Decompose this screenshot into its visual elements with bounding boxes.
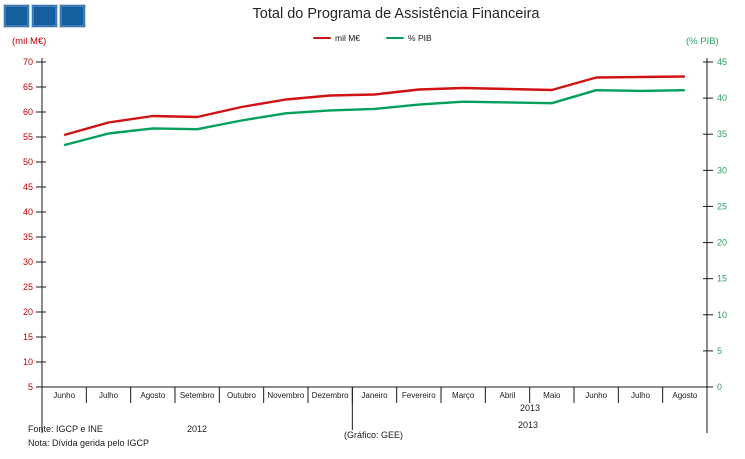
left-axis-tick-label: 55 bbox=[23, 132, 33, 142]
left-axis-tick-label: 60 bbox=[23, 107, 33, 117]
right-axis-tick-label: 35 bbox=[717, 129, 727, 139]
right-axis-tick-label: 10 bbox=[717, 310, 727, 320]
left-axis-tick-label: 45 bbox=[23, 182, 33, 192]
debt-note: Nota: Dívida gerida pelo IGCP bbox=[28, 438, 150, 448]
left-axis-tick-label: 20 bbox=[23, 307, 33, 317]
source-note: Fonte: IGCP e INE bbox=[28, 424, 103, 434]
year-label-2013-upper: 2013 bbox=[519, 403, 541, 413]
series-line-pct-pib bbox=[63, 88, 685, 147]
x-axis-month-label: Julho bbox=[99, 391, 119, 400]
chart-legend: mil M€ % PIB bbox=[313, 33, 432, 43]
left-axis-tick-label: 5 bbox=[28, 382, 33, 392]
x-axis-month-label: Junho bbox=[585, 391, 607, 400]
legend-swatch-red-line bbox=[313, 36, 331, 40]
x-axis-month-label: Novembro bbox=[267, 391, 304, 400]
x-axis-month-label: Agosto bbox=[140, 391, 165, 400]
right-axis-tick-label: 5 bbox=[717, 346, 722, 356]
legend-label: % PIB bbox=[408, 33, 432, 43]
left-axis-tick-label: 25 bbox=[23, 282, 33, 292]
left-axis-tick-label: 15 bbox=[23, 332, 33, 342]
x-axis-month-label: Agosto bbox=[672, 391, 697, 400]
x-axis-month-label: Julho bbox=[631, 391, 651, 400]
logo-square bbox=[3, 4, 30, 28]
right-axis-tick-label: 45 bbox=[717, 57, 727, 67]
x-axis-month-label: Outubro bbox=[227, 391, 256, 400]
legend-item-pct-pib: % PIB bbox=[386, 33, 432, 43]
right-axis-caption: (% PIB) bbox=[686, 36, 719, 47]
year-label-2012: 2012 bbox=[186, 424, 208, 434]
graphic-credit: (Gráfico: GEE) bbox=[344, 430, 404, 440]
series-line-mil-me bbox=[63, 75, 685, 137]
legend-item-mil-me: mil M€ bbox=[313, 33, 360, 43]
year-label-2013-lower: 2013 bbox=[517, 420, 539, 430]
left-axis-caption: (mil M€) bbox=[12, 36, 47, 47]
left-axis-tick-label: 50 bbox=[23, 157, 33, 167]
right-axis-tick-label: 25 bbox=[717, 201, 727, 211]
legend-label: mil M€ bbox=[335, 33, 361, 43]
left-axis-tick-label: 65 bbox=[23, 82, 33, 92]
logo-three-squares bbox=[3, 4, 86, 28]
x-axis-month-label: Março bbox=[452, 391, 475, 400]
x-axis-month-label: Abril bbox=[499, 391, 515, 400]
right-axis-tick-label: 15 bbox=[717, 274, 727, 284]
legend-swatch-green-line bbox=[386, 36, 405, 40]
right-axis-tick-label: 20 bbox=[717, 238, 727, 248]
x-axis-month-label: Fevereiro bbox=[402, 391, 436, 400]
left-axis-tick-label: 40 bbox=[23, 207, 33, 217]
x-axis-month-label: Janeiro bbox=[361, 391, 388, 400]
x-axis-month-label: Setembro bbox=[180, 391, 215, 400]
logo-square bbox=[59, 4, 86, 28]
left-axis-tick-label: 30 bbox=[23, 257, 33, 267]
left-axis-tick-label: 35 bbox=[23, 232, 33, 242]
left-axis-tick-label: 10 bbox=[23, 357, 33, 367]
x-axis-month-label: Maio bbox=[543, 391, 561, 400]
right-axis-tick-label: 40 bbox=[717, 93, 727, 103]
chart-title: Total do Programa de Assistência Finance… bbox=[252, 6, 540, 22]
x-axis-month-label: Dezembro bbox=[312, 391, 349, 400]
x-axis-month-label: Junho bbox=[53, 391, 75, 400]
right-axis-tick-label: 30 bbox=[717, 165, 727, 175]
left-axis-tick-label: 70 bbox=[23, 57, 33, 67]
logo-square bbox=[31, 4, 58, 28]
right-axis-tick-label: 0 bbox=[717, 382, 722, 392]
